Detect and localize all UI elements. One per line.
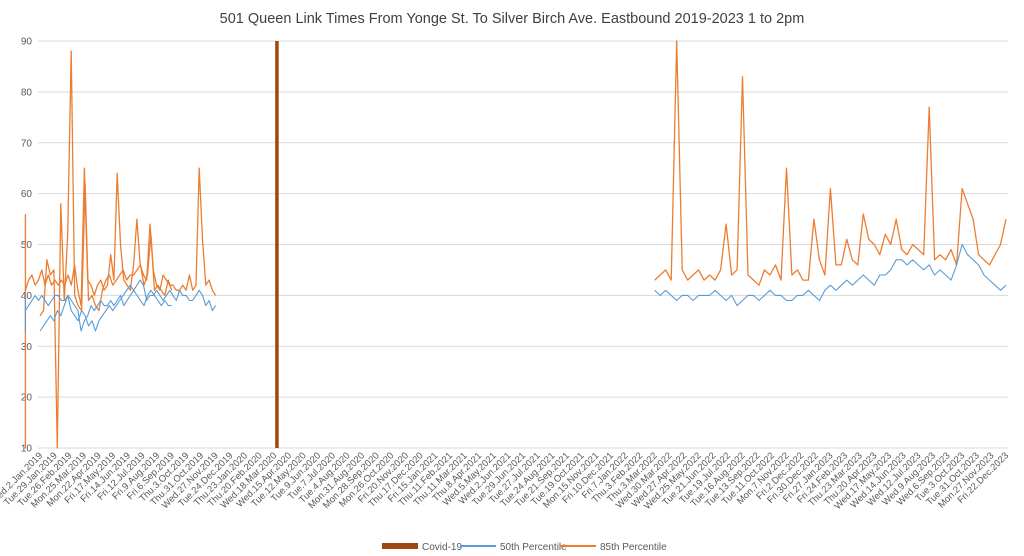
x-axis-ticks: Wed.2.Jan.2019Tue.29.Jan.2019Tue.26.Feb.… bbox=[0, 450, 1011, 512]
y-axis-ticks: 10 20 30 40 50 60 70 80 90 bbox=[21, 37, 33, 455]
legend-label-covid: Covid-19 bbox=[422, 542, 462, 553]
y-tick-label: 90 bbox=[21, 37, 33, 48]
legend-label-p50: 50th Percentile bbox=[500, 542, 567, 553]
chart-title: 501 Queen Link Times From Yonge St. To S… bbox=[220, 11, 805, 27]
grid-layer bbox=[38, 40, 1008, 449]
y-tick-label: 30 bbox=[21, 342, 33, 353]
y-tick-label: 10 bbox=[21, 444, 33, 455]
y-tick-label: 70 bbox=[21, 138, 33, 149]
series-line-p50 bbox=[39, 284, 172, 332]
series-line-p85 bbox=[39, 50, 173, 449]
legend-swatch-covid bbox=[382, 543, 418, 549]
series-line-p50 bbox=[654, 243, 1007, 307]
legend: Covid-19 50th Percentile 85th Percentile bbox=[382, 542, 667, 553]
series-layer bbox=[24, 40, 1007, 449]
y-tick-label: 50 bbox=[21, 240, 33, 251]
y-tick-label: 20 bbox=[21, 393, 33, 404]
covid-19-bar bbox=[275, 41, 279, 448]
series-line-p50 bbox=[24, 279, 217, 332]
y-tick-label: 80 bbox=[21, 87, 33, 98]
legend-label-p85: 85th Percentile bbox=[600, 542, 667, 553]
series-line-p85 bbox=[24, 167, 217, 307]
y-tick-label: 40 bbox=[21, 291, 33, 302]
covid-marker-layer bbox=[275, 41, 279, 448]
y-tick-label: 60 bbox=[21, 189, 33, 200]
series-line-p85 bbox=[654, 40, 1007, 286]
